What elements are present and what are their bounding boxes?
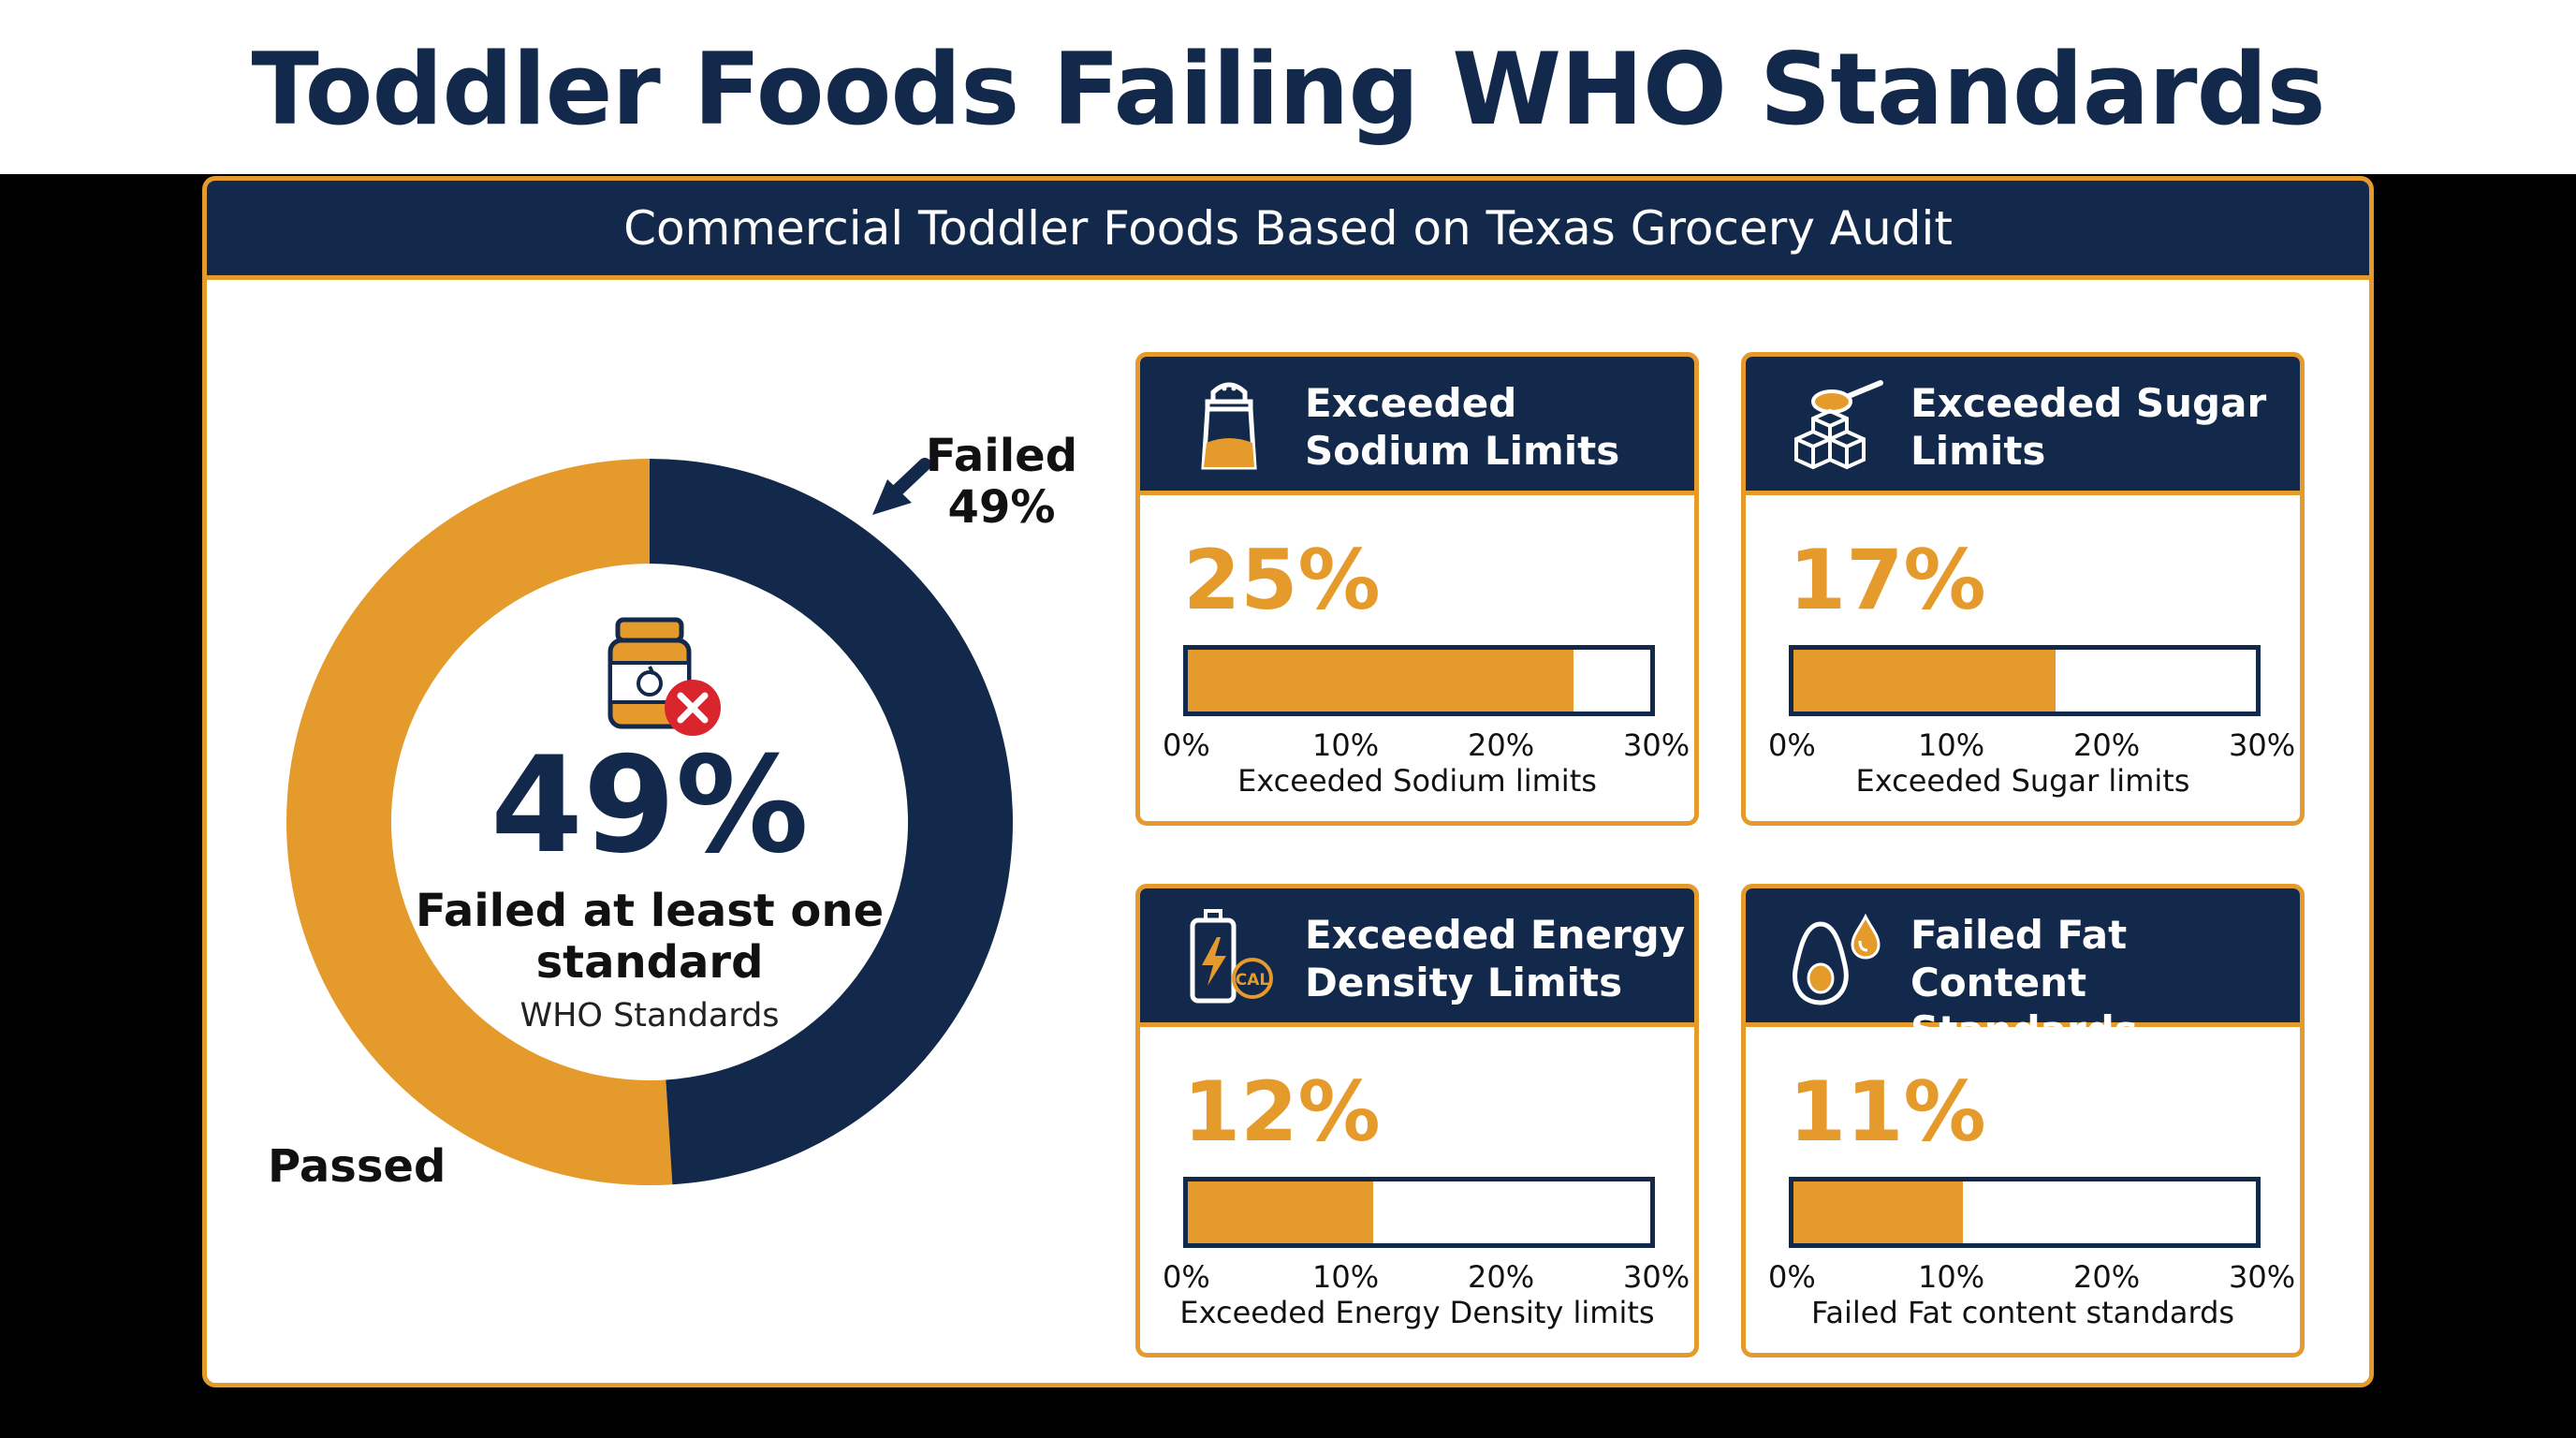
- tick-label: 0%: [1163, 1259, 1210, 1295]
- bar-fill: [1793, 1181, 1964, 1243]
- tick-label: 30%: [1623, 1259, 1690, 1295]
- title-bar: [0, 0, 2576, 174]
- tick-label: 0%: [1768, 1259, 1816, 1295]
- tick-label: 10%: [1918, 1259, 1985, 1295]
- bar-fill: [1793, 650, 2056, 712]
- cal-badge-text: CAL: [1236, 971, 1270, 990]
- sugar-cubes-spoon-icon: [1794, 380, 1883, 470]
- card-value: 11%: [1789, 1064, 1986, 1160]
- card-header: CAL Exceeded Energy Density Limits: [1140, 888, 1694, 1027]
- tick-label: 0%: [1163, 727, 1210, 763]
- card-title: Failed Fat Content Standards: [1910, 912, 2138, 1054]
- energy-battery-cal-icon: CAL: [1190, 909, 1273, 1004]
- card-header: Exceeded Sodium Limits: [1140, 357, 1694, 495]
- card-value: 25%: [1183, 532, 1381, 628]
- page-title: Toddler Foods Failing WHO Standards: [251, 32, 2325, 147]
- bar-fill: [1188, 1181, 1373, 1243]
- bar-caption: Failed Fat content standards: [1810, 1295, 2235, 1330]
- bar-track: [1183, 645, 1655, 716]
- card-value: 17%: [1789, 532, 1986, 628]
- card-title: Exceeded Energy Density Limits: [1305, 912, 1686, 1006]
- subtitle-band: Commercial Toddler Foods Based on Texas …: [207, 181, 2369, 280]
- avocado-oil-drop-icon: [1793, 913, 1881, 1005]
- bar-track: [1789, 1177, 2261, 1248]
- tick-label: 30%: [2229, 1259, 2296, 1295]
- sodium-card: Exceeded Sodium Limits 25% 0% 10% 20% 30…: [1135, 352, 1699, 826]
- bar-caption: Exceeded Energy Density limits: [1179, 1295, 1655, 1330]
- tick-label: 20%: [2073, 727, 2141, 763]
- tick-label: 30%: [1623, 727, 1690, 763]
- tick-label: 10%: [1312, 727, 1380, 763]
- card-title: Exceeded Sodium Limits: [1305, 380, 1620, 475]
- salt-shaker-icon: [1201, 382, 1257, 470]
- tick-label: 30%: [2229, 727, 2296, 763]
- tick-label: 10%: [1918, 727, 1985, 763]
- tick-label: 20%: [2073, 1259, 2141, 1295]
- energy-density-card: CAL Exceeded Energy Density Limits 12% 0…: [1135, 884, 1699, 1357]
- bar-fill: [1188, 650, 1573, 712]
- card-header: Exceeded Sugar Limits: [1746, 357, 2300, 495]
- tick-label: 20%: [1468, 727, 1535, 763]
- tick-label: 20%: [1468, 1259, 1535, 1295]
- page-subtitle: Commercial Toddler Foods Based on Texas …: [623, 201, 1953, 256]
- bar-track: [1183, 1177, 1655, 1248]
- bar-caption: Exceeded Sugar limits: [1855, 763, 2190, 799]
- bar-track: [1789, 645, 2261, 716]
- fat-content-card: Failed Fat Content Standards 11% 0% 10% …: [1741, 884, 2305, 1357]
- tick-label: 0%: [1768, 727, 1816, 763]
- card-header: Failed Fat Content Standards: [1746, 888, 2300, 1053]
- card-value: 12%: [1183, 1064, 1381, 1160]
- card-title: Exceeded Sugar Limits: [1910, 380, 2267, 475]
- sugar-card: Exceeded Sugar Limits 17% 0% 10% 20% 30%…: [1741, 352, 2305, 826]
- tick-label: 10%: [1312, 1259, 1380, 1295]
- bar-caption: Exceeded Sodium limits: [1237, 763, 1597, 799]
